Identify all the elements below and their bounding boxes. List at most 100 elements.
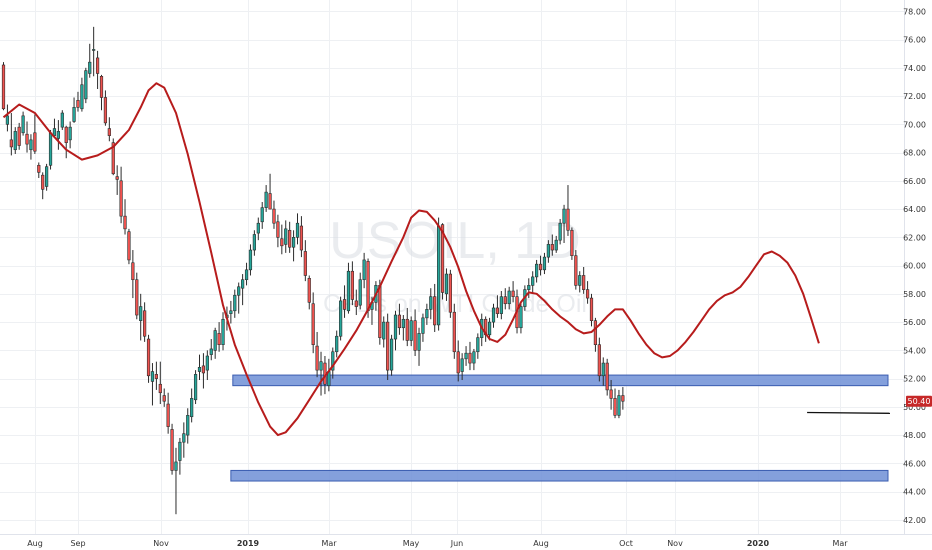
support-zone-0	[232, 374, 889, 387]
candle-body-139	[546, 244, 550, 258]
candle-110	[433, 283, 437, 332]
candle-body-113	[444, 273, 449, 295]
candle-130	[511, 281, 515, 303]
candle-63	[248, 244, 253, 276]
candle-body-103	[405, 318, 409, 341]
x-tick-label-5: May	[403, 539, 420, 548]
drawn-lines	[807, 411, 891, 414]
candle-body-52	[205, 355, 209, 371]
candle-body-143	[562, 208, 566, 224]
candle-86	[339, 296, 343, 341]
candle-body-112	[440, 224, 445, 293]
candle-124	[487, 317, 492, 341]
candle-39	[154, 361, 158, 390]
candle-body-121	[476, 337, 480, 353]
candle-31	[123, 199, 127, 235]
candle-141	[554, 235, 558, 253]
candle-body-8	[33, 132, 37, 152]
candle-142	[558, 218, 562, 245]
candle-132	[519, 302, 523, 334]
candle-body-4	[17, 126, 21, 146]
candle-body-36	[143, 310, 147, 337]
candle-105	[413, 309, 417, 356]
candle-156	[613, 388, 617, 419]
candle-145	[570, 227, 574, 260]
x-tick-label-9: Nov	[667, 539, 683, 548]
candle-60	[237, 282, 241, 314]
candle-body-146	[574, 255, 578, 286]
candle-body-114	[448, 273, 452, 313]
candle-29	[115, 165, 119, 195]
candle-157	[617, 389, 621, 419]
y-tick-label-15: 72.00	[903, 92, 926, 101]
x-tick-label-2: Nov	[153, 539, 169, 548]
candle-129	[507, 286, 511, 310]
candle-body-145	[570, 229, 574, 256]
candle-148	[582, 267, 586, 294]
candle-67	[264, 185, 268, 212]
candle-body-81	[319, 361, 323, 371]
candle-149	[585, 281, 590, 304]
candle-body-115	[452, 311, 456, 353]
y-tick-label-8: 58.00	[903, 290, 926, 299]
candle-body-55	[217, 333, 221, 345]
candle-body-43	[170, 429, 174, 471]
candle-99	[389, 334, 394, 376]
y-tick-label-16: 74.00	[903, 64, 926, 73]
candle-47	[186, 408, 190, 444]
candle-80	[315, 331, 319, 378]
candle-body-85	[335, 335, 339, 353]
candle-body-111	[437, 225, 441, 326]
candle-body-136	[535, 263, 539, 278]
candle-body-72	[284, 228, 288, 245]
grid	[0, 0, 904, 534]
x-tick-label-4: Mar	[321, 539, 337, 548]
candle-136	[535, 259, 539, 283]
x-tick-label-10: 2020	[747, 539, 770, 548]
candle-body-41	[162, 395, 166, 402]
candle-52	[205, 350, 209, 381]
candle-30	[119, 166, 123, 224]
candle-32	[127, 228, 131, 265]
candle-body-50	[197, 367, 202, 372]
price-axis[interactable]: 42.00 44.00 46.00 48.00 50.00 52.00 54.00 56.00…	[903, 7, 926, 525]
candle-46	[182, 422, 186, 458]
candle-64	[252, 230, 256, 256]
candle-114	[448, 269, 452, 318]
candle-28	[111, 138, 115, 176]
candle-body-42	[166, 403, 170, 427]
candle-128	[503, 288, 507, 310]
candle-body-142	[558, 222, 562, 241]
candles	[1, 26, 625, 515]
candle-125	[491, 303, 496, 328]
time-axis[interactable]: Aug Sep Nov 2019 Mar May Jun Aug Oct Nov 2020 Mar	[27, 539, 848, 548]
candle-body-63	[248, 249, 253, 271]
candle-134	[527, 278, 531, 299]
candle-106	[417, 327, 421, 366]
candle-body-90	[354, 300, 358, 307]
candle-36	[143, 302, 147, 342]
candle-body-54	[213, 330, 217, 351]
candle-97	[382, 316, 386, 348]
candle-body-64	[252, 234, 256, 251]
y-tick-label-5: 52.00	[903, 375, 926, 384]
candle-body-29	[115, 176, 119, 180]
candle-123	[484, 316, 488, 342]
candle-121	[476, 333, 480, 359]
candle-body-150	[589, 297, 594, 321]
last-price-value: 50.40	[908, 397, 931, 406]
candle-body-9	[37, 164, 41, 173]
candle-13	[52, 118, 57, 138]
candle-body-12	[48, 132, 53, 166]
candle-150	[589, 293, 594, 327]
candle-body-16	[64, 126, 68, 143]
candle-25	[99, 74, 104, 111]
candle-77	[303, 240, 307, 282]
candle-body-88	[346, 270, 351, 312]
candle-79	[311, 292, 315, 354]
candle-body-23	[92, 49, 96, 51]
candle-24	[95, 50, 100, 89]
candle-58	[229, 300, 233, 324]
